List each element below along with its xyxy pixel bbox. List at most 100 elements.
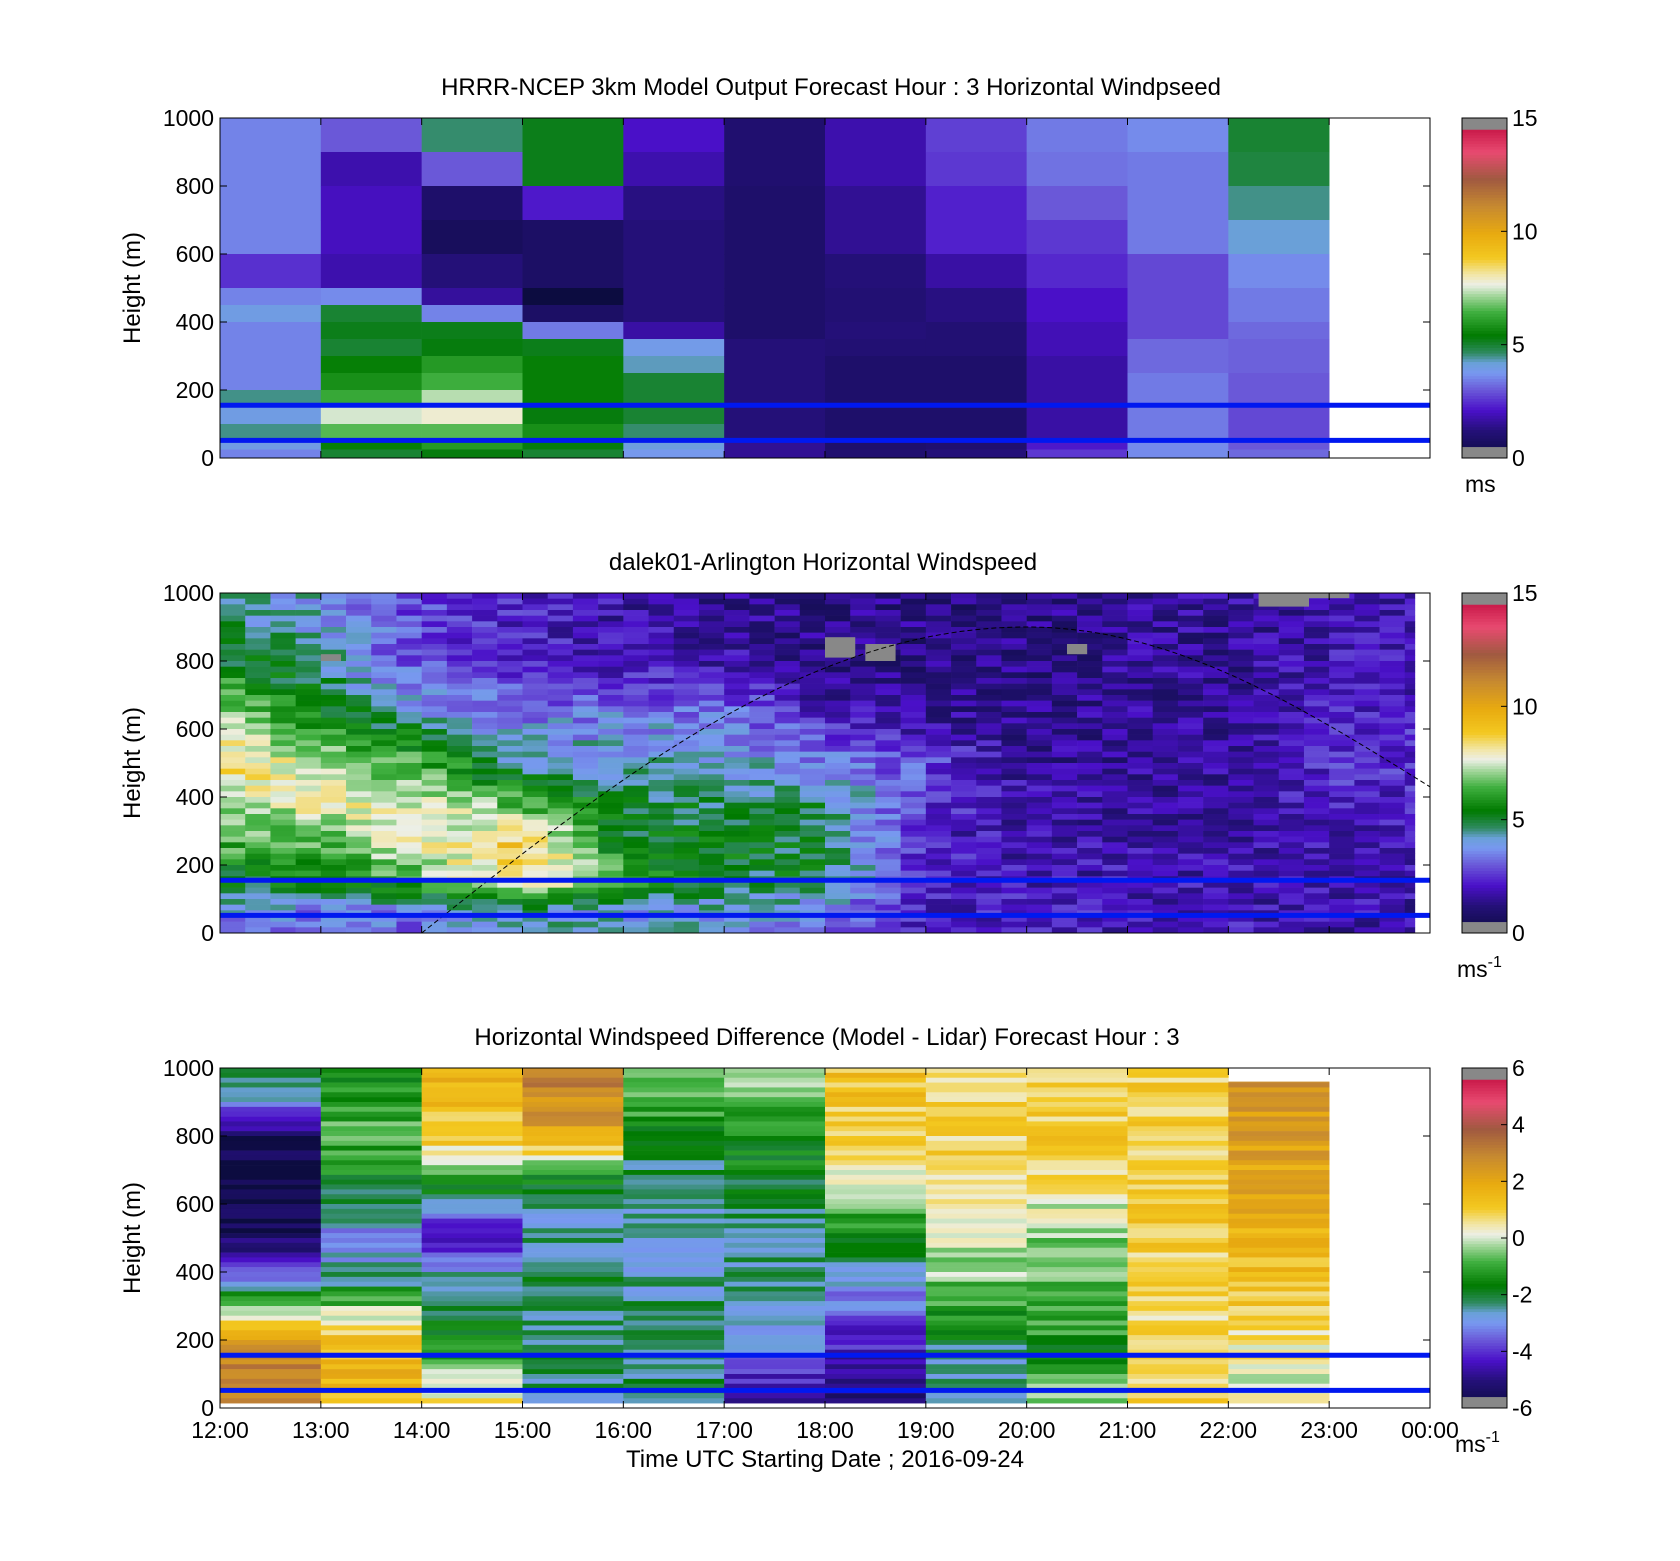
lidar-cell <box>1303 729 1330 735</box>
colorbar-segment <box>1462 615 1507 619</box>
lidar-cell <box>1228 734 1254 741</box>
lidar-cell <box>472 916 498 922</box>
lidar-cell <box>320 802 347 809</box>
difference-cell <box>522 1131 624 1137</box>
lidar-cell <box>925 797 952 803</box>
lidar-cell <box>724 661 750 667</box>
difference-cell <box>220 1393 322 1399</box>
difference-cell <box>1228 1102 1330 1108</box>
difference-cell <box>724 1223 826 1229</box>
lidar-cell <box>346 649 372 656</box>
lidar-cell <box>320 729 347 735</box>
lidar-cell <box>1278 672 1305 679</box>
lidar-cell <box>1102 746 1128 752</box>
difference-cell <box>925 1116 1027 1122</box>
lidar-cell <box>1102 678 1128 684</box>
difference-cell <box>1228 1194 1330 1200</box>
lidar-cell <box>1102 825 1128 832</box>
lidar-cell <box>1354 893 1380 900</box>
lidar-cell <box>976 610 1002 616</box>
lidar-cell <box>1026 604 1053 611</box>
lidar-cell <box>547 763 574 769</box>
lidar-cell <box>1177 700 1204 707</box>
lidar-cell <box>925 825 952 832</box>
colorbar-segment <box>1462 850 1507 855</box>
lidar-cell <box>497 921 523 928</box>
lidar-cell <box>1102 700 1128 707</box>
lidar-cell <box>825 808 851 815</box>
lidar-cell <box>572 797 599 803</box>
lidar-cell <box>724 621 750 628</box>
lidar-cell <box>1379 723 1406 730</box>
lidar-cell <box>371 808 397 815</box>
colorbar-segment <box>1462 760 1507 764</box>
difference-cell <box>1026 1364 1128 1370</box>
difference-cell <box>320 1364 422 1370</box>
difference-cell <box>421 1218 523 1224</box>
lidar-cell <box>1102 627 1128 633</box>
colorbar-segment <box>1462 1181 1507 1185</box>
lidar-cell <box>1404 853 1416 860</box>
lidar-cell <box>446 785 473 792</box>
lidar-cell <box>497 717 523 724</box>
difference-cell <box>724 1170 826 1176</box>
model-cell <box>522 449 624 459</box>
lidar-cell <box>346 655 372 662</box>
lidar-cell <box>547 768 574 775</box>
lidar-cell <box>497 729 523 735</box>
lidar-cell <box>825 921 851 928</box>
lidar-cell <box>1026 859 1053 866</box>
lidar-cell <box>446 729 473 735</box>
model-cell <box>320 152 422 187</box>
lidar-cell <box>1152 848 1179 854</box>
lidar-cell <box>1228 899 1254 905</box>
lidar-cell <box>522 848 549 854</box>
colorbar-segment <box>1462 723 1507 727</box>
lidar-cell <box>1253 604 1280 611</box>
lidar-cell <box>1329 814 1355 820</box>
difference-cell <box>522 1077 624 1083</box>
lidar-cell <box>850 683 876 690</box>
difference-cell <box>220 1136 322 1142</box>
lidar-cell <box>346 836 372 843</box>
lidar-cell <box>598 808 624 815</box>
lidar-cell <box>245 836 271 843</box>
model-cell <box>1026 449 1128 459</box>
lidar-cell <box>1404 604 1416 611</box>
lidar-cell <box>320 740 347 747</box>
lidar-cell <box>497 615 523 622</box>
difference-cell <box>320 1359 422 1365</box>
lidar-cell <box>220 672 246 679</box>
lidar-cell <box>598 814 624 820</box>
lidar-cell <box>446 712 473 718</box>
x-tick-label: 22:00 <box>1200 1417 1258 1443</box>
lidar-cell <box>320 689 347 696</box>
lidar-cell <box>598 683 624 690</box>
lidar-cell <box>1253 808 1280 815</box>
difference-cell <box>421 1398 523 1404</box>
lidar-cell <box>1354 598 1380 605</box>
lidar-cell <box>1177 757 1204 764</box>
lidar-cell <box>875 825 901 832</box>
lidar-cell <box>396 700 422 707</box>
colorbar-segment <box>1462 1255 1507 1259</box>
lidar-cell <box>673 882 700 888</box>
lidar-cell <box>1329 819 1355 826</box>
lidar-cell <box>497 882 523 888</box>
lidar-cell <box>900 723 927 730</box>
lidar-cell <box>1026 808 1053 815</box>
lidar-cell <box>875 632 901 639</box>
lidar-cell <box>623 882 649 888</box>
lidar-cell <box>320 882 347 888</box>
lidar-cell <box>572 689 599 696</box>
difference-cell <box>320 1335 422 1341</box>
lidar-cell <box>497 638 523 645</box>
colorbar-segment <box>1462 126 1507 130</box>
lidar-cell <box>522 882 549 888</box>
lidar-cell <box>623 808 649 815</box>
lidar-cell <box>1203 734 1229 741</box>
lidar-cell <box>245 593 271 599</box>
lidar-cell <box>1253 780 1280 786</box>
lidar-cell <box>1203 598 1229 605</box>
lidar-cell <box>1228 700 1254 707</box>
